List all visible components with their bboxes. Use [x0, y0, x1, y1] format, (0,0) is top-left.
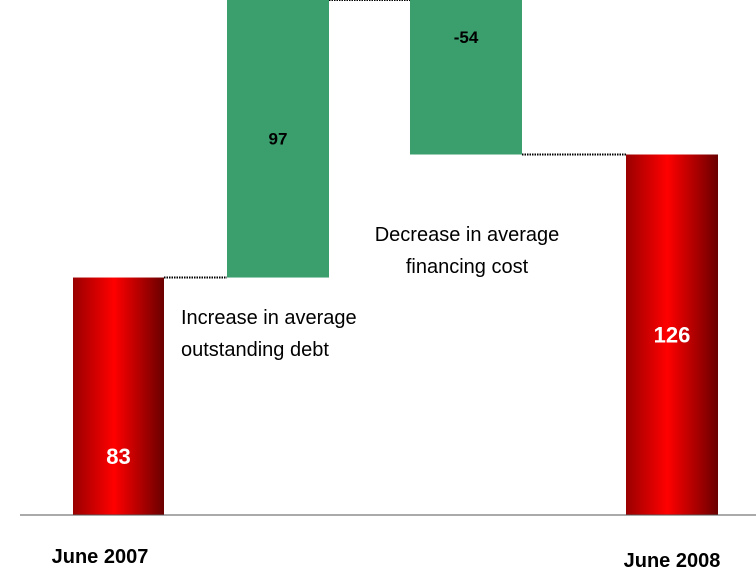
bar-value-label: 126: [654, 322, 691, 347]
x-tick-label-june-2008: June 2008: [624, 550, 721, 570]
total-bar: [626, 154, 718, 515]
x-tick-label-june-2007: June 2007: [52, 546, 149, 568]
annotation-increase-line1: Increase in average: [181, 307, 357, 329]
change-bar: [410, 0, 522, 155]
bar-value-label: 83: [106, 444, 130, 469]
annotation-increase-line2: outstanding debt: [181, 339, 329, 361]
bar-value-label: -54: [454, 28, 479, 47]
bar-value-label: 97: [269, 130, 288, 149]
total-bar: [73, 277, 164, 515]
annotation-decrease-line1: Decrease in average: [375, 224, 560, 246]
annotation-decrease-line2: financing cost: [406, 256, 529, 278]
change-bar: [227, 0, 329, 278]
